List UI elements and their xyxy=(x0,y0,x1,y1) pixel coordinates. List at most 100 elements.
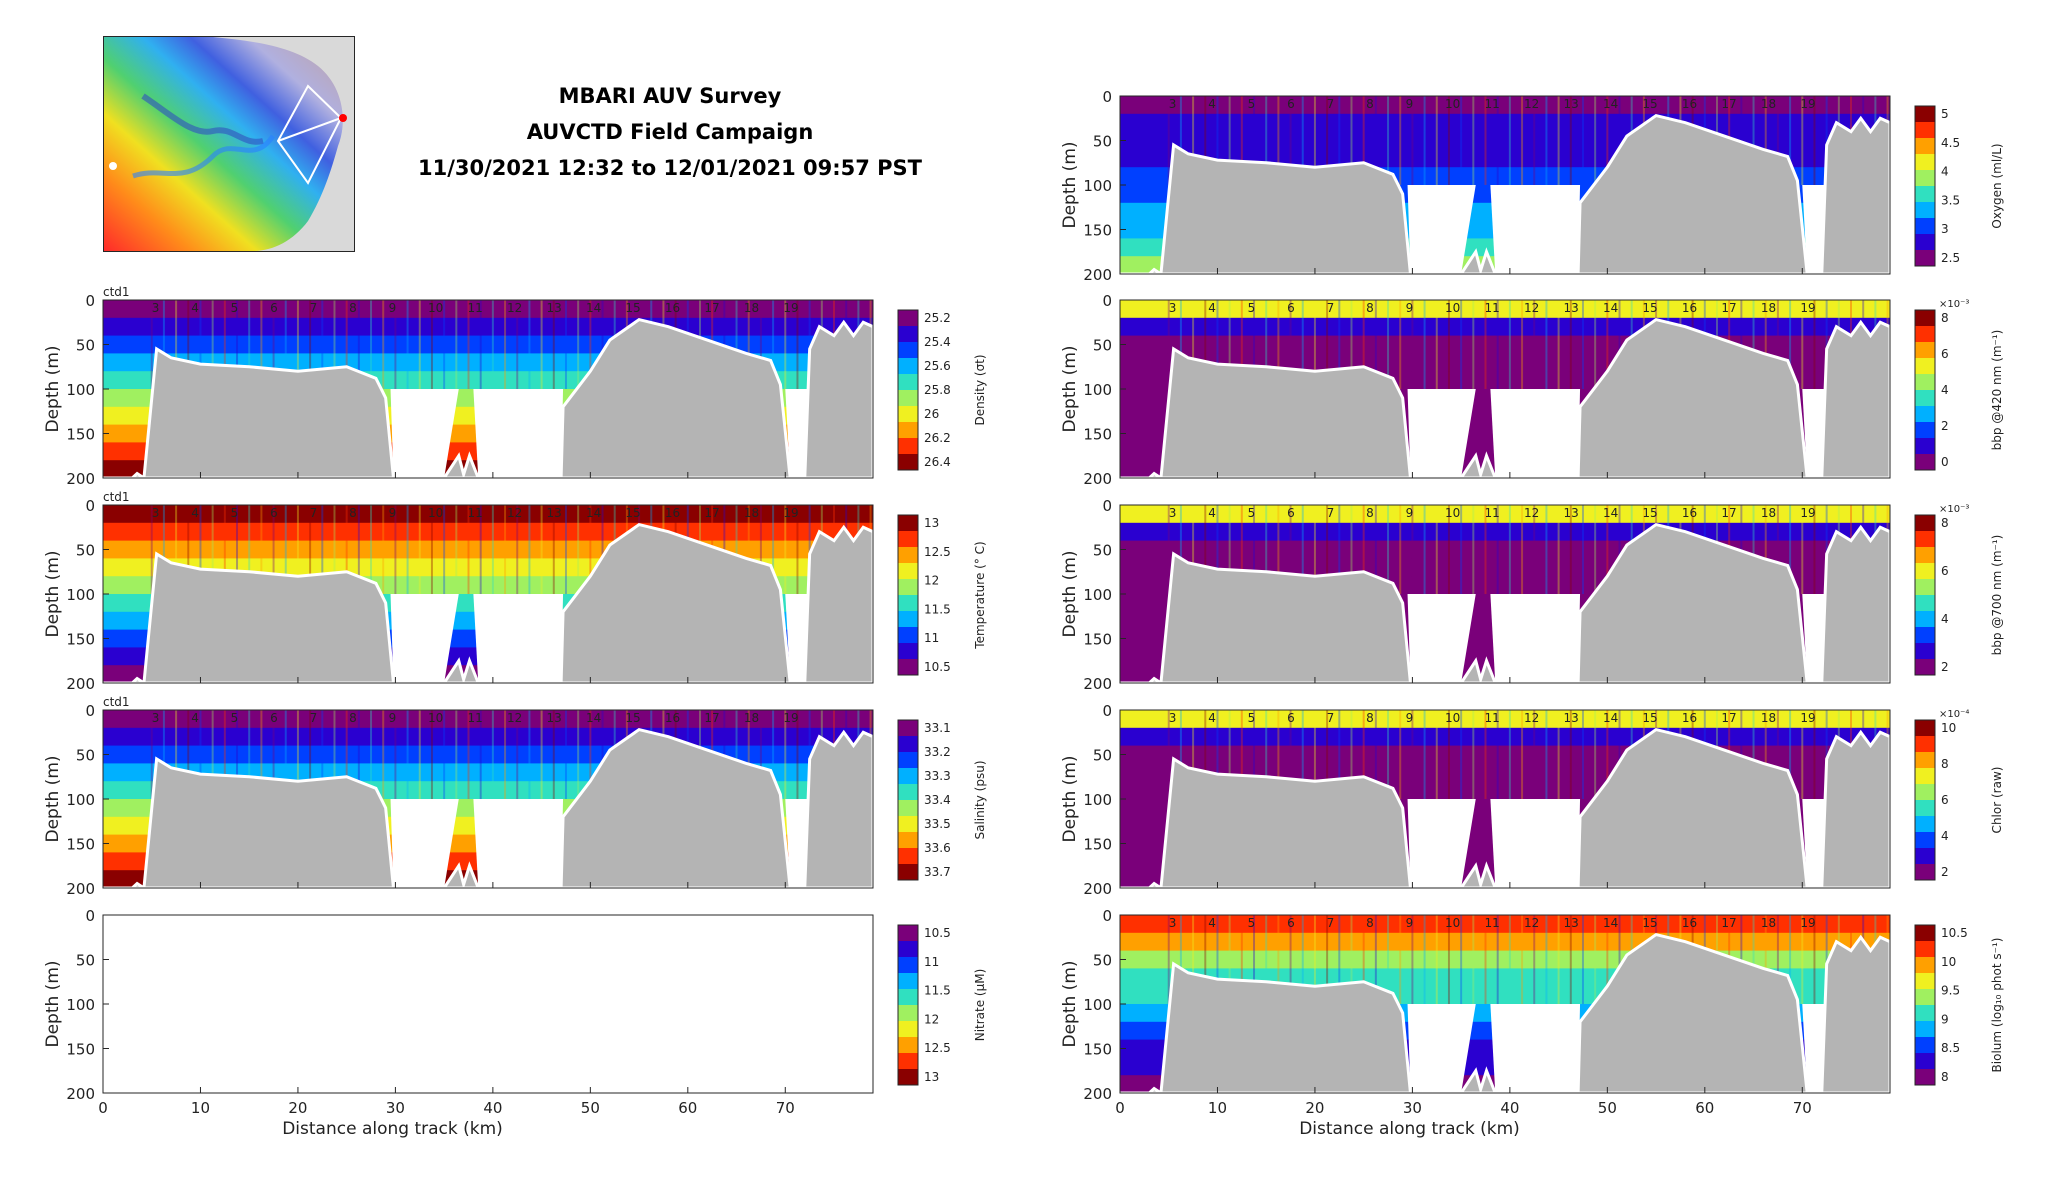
colorbar-tick-label: 25.4 xyxy=(924,335,951,349)
station-label: 5 xyxy=(231,301,239,315)
seafloor xyxy=(103,317,873,478)
colorbar-swatch xyxy=(1915,752,1935,769)
xtick-label: 50 xyxy=(581,1099,600,1117)
station-label: 19 xyxy=(1800,711,1815,725)
station-label: 4 xyxy=(191,301,199,315)
station-label: 3 xyxy=(1169,97,1177,111)
figure-title: MBARI AUV Survey AUVCTD Field Campaign 1… xyxy=(360,78,980,186)
colorbar-swatch xyxy=(1915,390,1935,407)
colorbar-swatch xyxy=(898,531,918,548)
panel-salinity: 3 4 5 6 7 8 9 10 11 12 13 14 15 16 17 18 19 0 50 100 150 200 D… xyxy=(43,695,987,898)
ytick-label: 100 xyxy=(1083,791,1112,809)
station-label: 16 xyxy=(665,506,680,520)
station-label: 18 xyxy=(744,711,759,725)
colorbar-tick-label: 2 xyxy=(1941,660,1949,674)
station-label: 13 xyxy=(1563,97,1578,111)
ytick-label: 0 xyxy=(85,497,95,515)
station-label: 5 xyxy=(1248,916,1256,930)
station-label: 12 xyxy=(507,301,522,315)
colorbar-tick-label: 11.5 xyxy=(924,984,951,998)
colorbar-tick-label: 13 xyxy=(924,516,939,530)
station-label: 7 xyxy=(1327,301,1335,315)
colorbar-tick-label: 26 xyxy=(924,407,939,421)
station-label: 15 xyxy=(625,711,640,725)
colorbar-swatch xyxy=(898,848,918,865)
colorbar-swatch xyxy=(1915,202,1935,219)
no-data-region xyxy=(785,594,808,683)
field-band xyxy=(103,300,873,319)
colorbar-label: Biolum (log₁₀ phot s⁻¹) xyxy=(1990,938,2004,1073)
colorbar-swatch xyxy=(898,957,918,974)
colorbar-swatch xyxy=(898,925,918,942)
colorbar-tick-label: 2.5 xyxy=(1941,251,1960,265)
colorbar-swatch xyxy=(898,768,918,785)
colorbar-swatch xyxy=(1915,720,1935,737)
ytick-label: 50 xyxy=(1093,337,1112,355)
no-data-region xyxy=(1802,389,1825,478)
station-label: 6 xyxy=(270,301,278,315)
field-band xyxy=(1120,131,1890,151)
colorbar-swatch xyxy=(1915,515,1935,532)
colorbar-swatch xyxy=(898,752,918,769)
panel-chlor: 3 4 5 6 7 8 9 10 11 12 13 14 15 16 17 18 19 0 50 100 150 200 D… xyxy=(1060,702,2004,898)
xtick-label: 40 xyxy=(483,1099,502,1117)
colorbar-swatch xyxy=(1915,563,1935,580)
colorbar-swatch xyxy=(1915,138,1935,155)
no-data-region xyxy=(1802,594,1825,683)
colorbar-label: Oxygen (ml/L) xyxy=(1990,143,2004,228)
station-label: 19 xyxy=(1800,506,1815,520)
colorbar-swatch xyxy=(898,736,918,753)
station-label: 9 xyxy=(1406,301,1414,315)
y-axis-label: Depth (m) xyxy=(1060,141,1080,228)
ytick-label: 100 xyxy=(66,791,95,809)
seafloor xyxy=(1120,113,1890,274)
colorbar-swatch xyxy=(1915,218,1935,235)
station-label: 3 xyxy=(1169,506,1177,520)
seafloor xyxy=(103,727,873,888)
station-label: 18 xyxy=(744,301,759,315)
no-data-region xyxy=(473,594,564,683)
colorbar-swatch xyxy=(1915,611,1935,628)
ctd1-label: ctd1 xyxy=(103,695,130,709)
ytick-label: 0 xyxy=(85,907,95,925)
colorbar-tick-label: 12.5 xyxy=(924,545,951,559)
ytick-label: 50 xyxy=(1093,542,1112,560)
colorbar-swatch xyxy=(1915,1069,1935,1086)
station-label: 18 xyxy=(1761,916,1776,930)
colorbar-label: Chlor (raw) xyxy=(1990,767,2004,834)
colorbar-tick-label: 4 xyxy=(1941,612,1949,626)
colorbar-swatch xyxy=(1915,374,1935,391)
colorbar-swatch xyxy=(1915,250,1935,267)
ytick-label: 200 xyxy=(66,675,95,693)
colorbar-exponent: ×10⁻⁴ xyxy=(1939,709,1969,720)
station-label: 6 xyxy=(1287,506,1295,520)
y-axis-label: Depth (m) xyxy=(1060,550,1080,637)
station-label: 17 xyxy=(704,711,719,725)
colorbar-tick-label: 4 xyxy=(1941,383,1949,397)
station-label: 13 xyxy=(546,301,561,315)
station-label: 11 xyxy=(468,711,483,725)
station-label: 12 xyxy=(1524,97,1539,111)
station-label: 13 xyxy=(1563,301,1578,315)
ytick-label: 200 xyxy=(66,1085,95,1103)
ytick-label: 200 xyxy=(1083,266,1112,284)
station-label: 19 xyxy=(783,301,798,315)
colorbar-tick-label: 33.1 xyxy=(924,721,951,735)
colorbar-swatch xyxy=(1915,326,1935,343)
no-data-region xyxy=(473,389,564,478)
station-label: 8 xyxy=(1366,916,1374,930)
colorbar-swatch xyxy=(1915,422,1935,439)
ytick-label: 150 xyxy=(66,1041,95,1059)
colorbar-swatch xyxy=(1915,941,1935,958)
station-label: 17 xyxy=(704,506,719,520)
colorbar-swatch xyxy=(1915,957,1935,974)
station-label: 7 xyxy=(1327,506,1335,520)
station-label: 4 xyxy=(1208,97,1216,111)
colorbar-swatch xyxy=(898,310,918,327)
station-label: 12 xyxy=(1524,506,1539,520)
ytick-label: 150 xyxy=(66,631,95,649)
colorbar-label: bbp @420 nm (m⁻¹) xyxy=(1990,330,2004,451)
station-label: 14 xyxy=(586,711,601,725)
colorbar-label: Density (σt) xyxy=(973,354,987,425)
colorbar-frame xyxy=(897,514,919,676)
